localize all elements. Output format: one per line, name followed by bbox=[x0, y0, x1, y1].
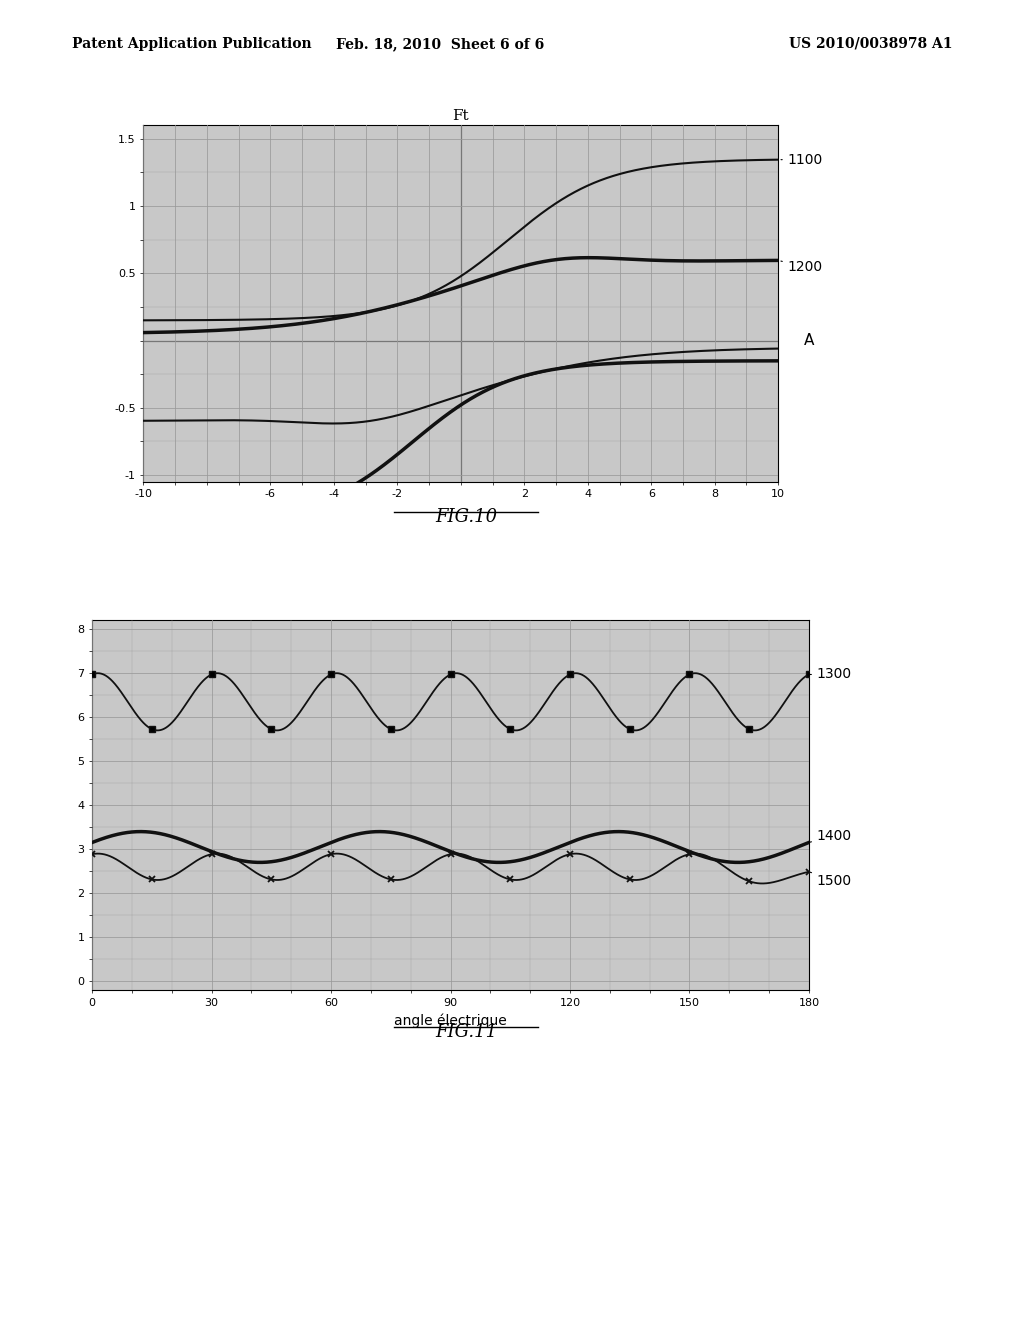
Text: Patent Application Publication: Patent Application Publication bbox=[72, 37, 311, 51]
Text: FIG.11: FIG.11 bbox=[435, 1023, 497, 1041]
X-axis label: angle électrique: angle électrique bbox=[394, 1014, 507, 1028]
Text: 1400: 1400 bbox=[809, 829, 852, 843]
Text: 1100: 1100 bbox=[781, 153, 823, 166]
Text: US 2010/0038978 A1: US 2010/0038978 A1 bbox=[788, 37, 952, 51]
Text: 1500: 1500 bbox=[809, 871, 852, 887]
Text: Feb. 18, 2010  Sheet 6 of 6: Feb. 18, 2010 Sheet 6 of 6 bbox=[336, 37, 545, 51]
Text: A: A bbox=[804, 333, 814, 348]
Text: 1300: 1300 bbox=[809, 668, 852, 681]
Text: 1200: 1200 bbox=[781, 260, 823, 275]
Title: Ft: Ft bbox=[453, 108, 469, 123]
Text: FIG.10: FIG.10 bbox=[435, 508, 497, 527]
